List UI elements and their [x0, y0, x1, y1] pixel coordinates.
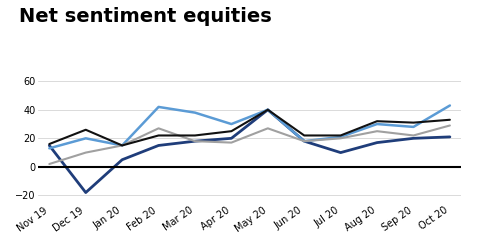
Japan	[447, 124, 453, 127]
Japan	[83, 151, 89, 154]
UK	[192, 140, 198, 143]
Euro-zone	[192, 111, 198, 114]
Japan	[265, 127, 271, 130]
US	[447, 118, 453, 121]
Euro-zone	[265, 108, 271, 111]
Euro-zone	[47, 147, 52, 150]
Japan	[228, 141, 234, 144]
US	[47, 143, 52, 145]
Euro-zone	[228, 123, 234, 125]
US	[156, 134, 161, 137]
Line: US: US	[49, 110, 450, 145]
UK	[447, 135, 453, 138]
US	[374, 120, 380, 123]
Japan	[301, 140, 307, 143]
UK	[156, 144, 161, 147]
UK	[301, 140, 307, 143]
Line: Japan: Japan	[49, 125, 450, 164]
UK	[119, 158, 125, 161]
Euro-zone	[119, 144, 125, 147]
UK	[47, 144, 52, 147]
US	[83, 128, 89, 131]
US	[410, 121, 416, 124]
UK	[410, 137, 416, 140]
Euro-zone	[301, 140, 307, 143]
Euro-zone	[338, 135, 344, 138]
Text: Net sentiment equities: Net sentiment equities	[19, 7, 272, 26]
US	[301, 134, 307, 137]
Euro-zone	[83, 137, 89, 140]
UK	[265, 108, 271, 111]
Japan	[374, 130, 380, 133]
Euro-zone	[156, 105, 161, 108]
UK	[338, 151, 344, 154]
US	[119, 144, 125, 147]
UK	[374, 141, 380, 144]
US	[265, 108, 271, 111]
Japan	[192, 140, 198, 143]
Japan	[338, 137, 344, 140]
Euro-zone	[410, 125, 416, 128]
Line: UK: UK	[49, 110, 450, 193]
Japan	[119, 144, 125, 147]
Japan	[410, 134, 416, 137]
US	[228, 130, 234, 133]
Euro-zone	[374, 123, 380, 125]
Japan	[47, 163, 52, 165]
UK	[83, 191, 89, 194]
Euro-zone	[447, 104, 453, 107]
Line: Euro-zone: Euro-zone	[49, 105, 450, 148]
US	[338, 134, 344, 137]
US	[192, 134, 198, 137]
UK	[228, 137, 234, 140]
Japan	[156, 127, 161, 130]
